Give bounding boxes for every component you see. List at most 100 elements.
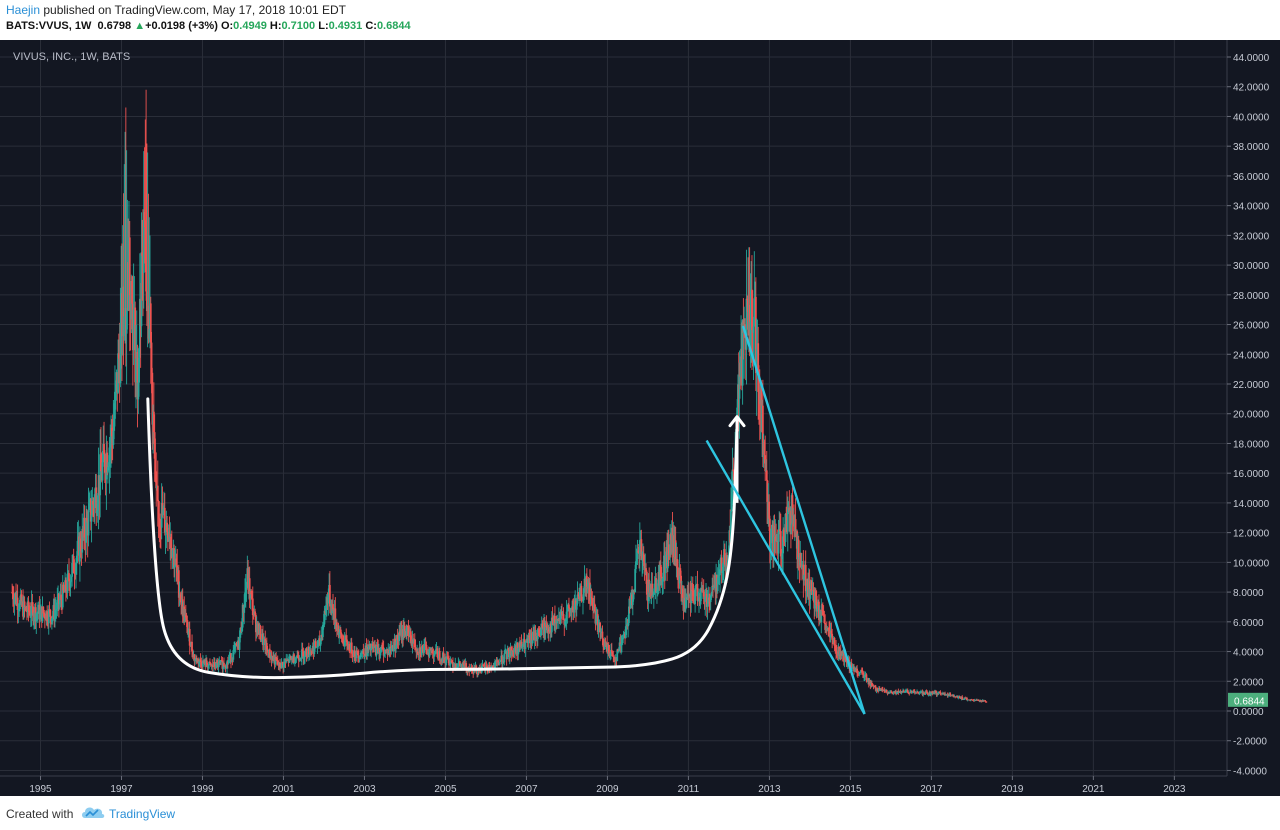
y-tick-label: 22.0000 — [1233, 380, 1270, 391]
trendline-annotation[interactable] — [705, 439, 866, 715]
candle-body — [757, 343, 760, 392]
candle-body — [188, 629, 191, 646]
candle-body — [414, 647, 417, 650]
candle-body — [459, 661, 461, 667]
candle-body — [319, 641, 322, 646]
candle-body — [140, 252, 143, 327]
candle-body — [702, 589, 705, 597]
cup-curve-annotation[interactable] — [146, 397, 739, 680]
arrow-head-icon[interactable] — [728, 415, 746, 428]
candle-body — [753, 298, 756, 327]
y-tick-label: 34.0000 — [1233, 202, 1270, 213]
candle-body — [106, 452, 109, 473]
candle-body — [76, 540, 79, 556]
candle-body — [595, 614, 598, 624]
candle-body — [35, 613, 38, 622]
candle-body — [821, 610, 824, 615]
y-tick-label: 14.0000 — [1233, 499, 1270, 510]
y-tick-label: 38.0000 — [1233, 142, 1270, 153]
candle-body — [448, 664, 451, 666]
candle-body — [501, 660, 504, 665]
candle-body — [577, 594, 580, 596]
y-tick-label: 30.0000 — [1233, 261, 1270, 272]
candle-body — [634, 569, 637, 593]
candle-body — [25, 607, 28, 612]
candle-body — [162, 509, 165, 516]
candle-body — [494, 661, 496, 668]
price-chart[interactable]: 44.0000 42.0000 40.0000 38.0000 36.0000 34.00… — [0, 40, 1280, 796]
candle-body — [785, 514, 788, 516]
y-tick-label: 8.0000 — [1233, 588, 1264, 599]
candle-body — [96, 504, 99, 511]
chart-area[interactable]: 44.0000 42.0000 40.0000 38.0000 36.0000 34.00… — [0, 40, 1280, 796]
candle-body — [286, 659, 288, 661]
candle-body — [906, 689, 909, 693]
candle-body — [861, 671, 864, 673]
candle-body — [719, 563, 721, 576]
candle-body — [601, 631, 604, 639]
candle-body — [137, 382, 140, 400]
candle-body — [424, 644, 427, 646]
candle-body — [731, 469, 734, 492]
footer-bar: Created with TradingView — [0, 796, 1280, 830]
candle-body — [635, 559, 638, 562]
x-axis[interactable]: 1995 1997 1999 2001 2003 2005 2007 2009 2011 2013… — [29, 776, 1186, 795]
candle-body — [565, 611, 568, 620]
candle-body — [571, 606, 574, 610]
candle-body — [334, 608, 337, 625]
candle-body — [858, 672, 861, 675]
candle-body — [582, 588, 585, 601]
candle-body — [728, 530, 731, 556]
candle-body — [337, 626, 340, 635]
candle-body — [43, 613, 46, 619]
candle-body — [244, 592, 246, 606]
x-tick-label: 2023 — [1163, 784, 1186, 795]
candle-body — [320, 634, 323, 642]
candle-body — [305, 648, 308, 656]
author-link[interactable]: Haejin — [6, 3, 41, 17]
candle-body — [511, 650, 514, 652]
candle-body — [215, 661, 218, 668]
candle-series — [11, 89, 988, 703]
candle-body — [103, 443, 105, 454]
candle-body — [174, 564, 176, 568]
candle-body — [985, 701, 988, 703]
candle-body — [209, 663, 212, 666]
last-price-marker: 0.6844 — [1228, 692, 1268, 707]
candle-body — [944, 694, 947, 696]
candle-body — [433, 654, 436, 657]
candle-body — [449, 661, 452, 665]
candle-body — [199, 659, 202, 663]
candle-body — [159, 527, 162, 529]
candle-body — [732, 469, 735, 472]
candle-body — [293, 662, 296, 664]
candle-body — [888, 692, 891, 694]
candle-body — [20, 594, 23, 605]
y-tick-label: 26.0000 — [1233, 321, 1270, 332]
candle-body — [233, 647, 235, 651]
trendline-annotation[interactable] — [741, 325, 866, 715]
candle-body — [640, 539, 643, 561]
candle-body — [679, 568, 682, 576]
candle-body — [777, 532, 780, 554]
candle-body — [313, 645, 316, 655]
candle-body — [910, 690, 913, 693]
candle-body — [259, 625, 262, 641]
candle-body — [358, 657, 361, 659]
candle-body — [638, 539, 641, 554]
candle-body — [254, 614, 257, 633]
candle-body — [92, 501, 95, 505]
y-tick-label: 28.0000 — [1233, 291, 1270, 302]
candle-body — [371, 644, 374, 646]
y-axis[interactable]: 44.0000 42.0000 40.0000 38.0000 36.0000 34.00… — [1227, 53, 1270, 777]
candle-body — [13, 597, 16, 605]
candle-body — [428, 648, 431, 657]
candle-body — [924, 691, 927, 695]
candle-body — [642, 553, 645, 562]
y-tick-label: 10.0000 — [1233, 558, 1270, 569]
candle-body — [227, 660, 230, 663]
tradingview-brand-link[interactable]: TradingView — [109, 807, 176, 821]
candle-body — [952, 694, 955, 698]
candle-body — [450, 661, 453, 663]
candle-body — [323, 610, 326, 625]
